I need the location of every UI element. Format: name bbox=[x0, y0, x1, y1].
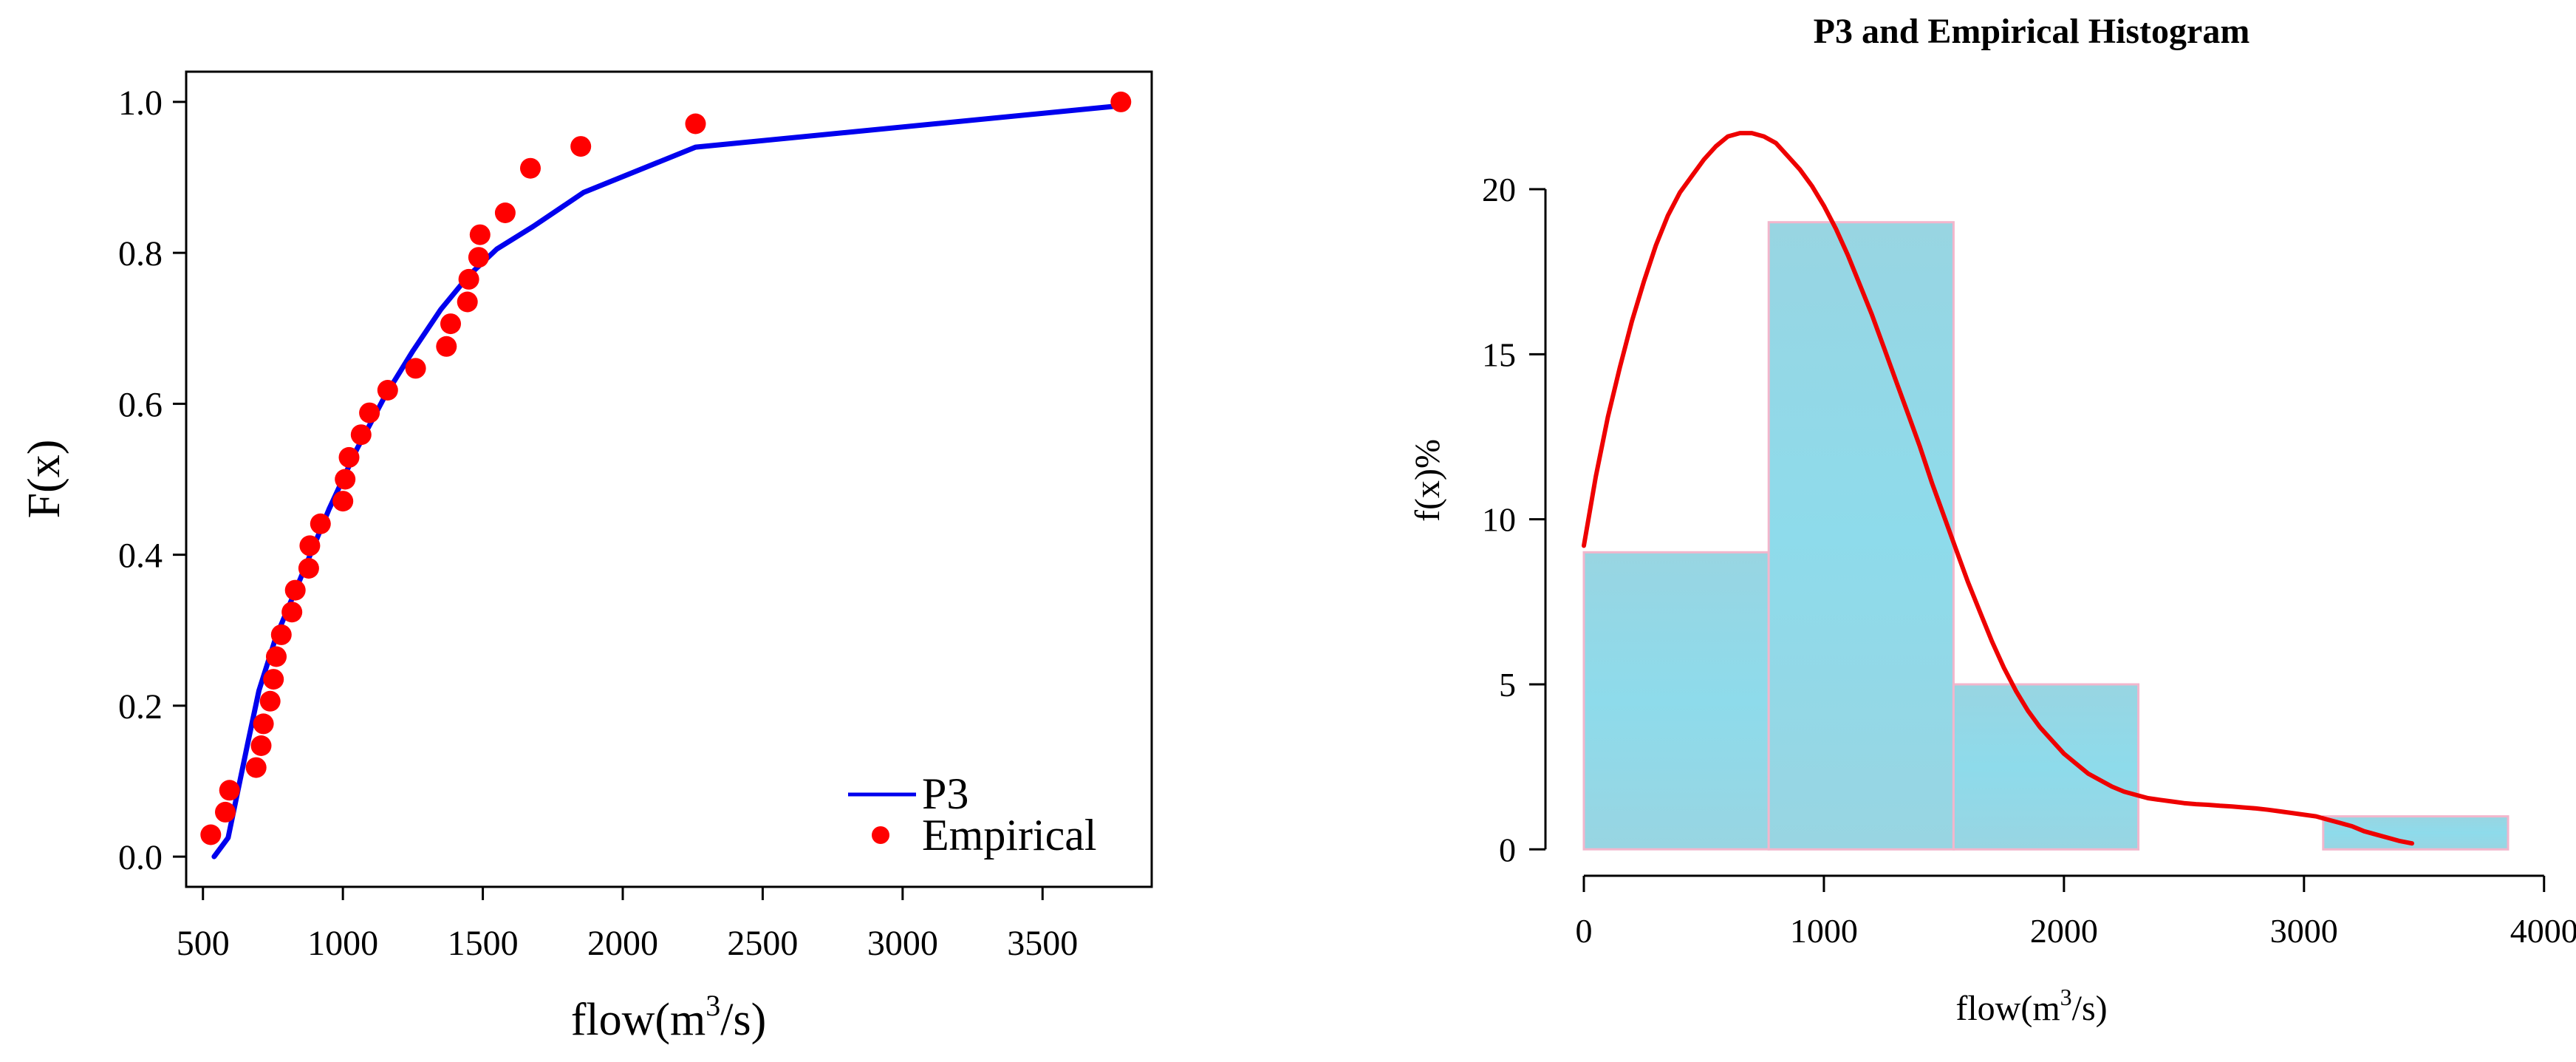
histogram-ytick-label: 0 bbox=[1499, 831, 1516, 868]
histogram-x-axis-label: flow(m3/s) bbox=[1955, 984, 2107, 1028]
cdf-ytick-label: 0.6 bbox=[118, 385, 163, 424]
cdf-empirical-point bbox=[299, 535, 321, 556]
cdf-x-axis-label: flow(m3/s) bbox=[571, 989, 767, 1045]
cdf-empirical-point bbox=[253, 713, 274, 735]
cdf-empirical-point bbox=[266, 646, 287, 667]
cdf-ytick-label: 0.8 bbox=[118, 234, 163, 273]
cdf-empirical-point bbox=[259, 690, 281, 712]
cdf-empirical-point bbox=[520, 157, 541, 179]
cdf-empirical-point bbox=[440, 313, 461, 335]
histogram-xtick-label: 1000 bbox=[1790, 912, 1858, 950]
cdf-empirical-point bbox=[338, 446, 360, 468]
histogram-title: P3 and Empirical Histogram bbox=[1814, 12, 2250, 51]
cdf-x-label-base: flow(m bbox=[571, 995, 706, 1045]
legend-p3-label: P3 bbox=[922, 769, 968, 818]
cdf-xtick-marks bbox=[202, 887, 1044, 900]
cdf-ytick-label: 0.2 bbox=[118, 687, 163, 726]
cdf-empirical-point bbox=[457, 291, 478, 313]
cdf-plot-frame bbox=[185, 70, 1153, 888]
histogram-chart: P3 and Empirical Histogram 0 5 10 15 20 0 100… bbox=[1408, 12, 2576, 1028]
cdf-xtick-label: 2500 bbox=[727, 924, 798, 963]
histogram-ytick-labels: 0 5 10 15 20 bbox=[1482, 171, 1516, 868]
legend-empirical-label: Empirical bbox=[922, 811, 1097, 860]
cdf-empirical-point bbox=[270, 624, 292, 645]
cdf-xtick-label: 1000 bbox=[307, 924, 378, 963]
histogram-x-label-base: flow(m bbox=[1955, 989, 2060, 1028]
histogram-ytick-label: 20 bbox=[1482, 171, 1516, 208]
cdf-empirical-point bbox=[458, 268, 479, 290]
cdf-empirical-point bbox=[350, 424, 372, 446]
cdf-empirical-point bbox=[335, 469, 356, 490]
cdf-empirical-point bbox=[245, 757, 267, 778]
cdf-empirical-point bbox=[468, 247, 489, 268]
cdf-empirical-point bbox=[263, 669, 284, 690]
histogram-ytick-label: 15 bbox=[1482, 336, 1516, 373]
cdf-empirical-point bbox=[685, 113, 706, 135]
cdf-empirical-point bbox=[200, 824, 222, 845]
cdf-empirical-point bbox=[250, 735, 272, 756]
histogram-bars bbox=[1582, 221, 2510, 851]
cdf-ytick-marks bbox=[173, 101, 186, 858]
histogram-bar bbox=[1582, 551, 1770, 851]
cdf-legend: P3 Empirical bbox=[848, 769, 1097, 860]
cdf-empirical-points bbox=[200, 91, 1132, 845]
cdf-empirical-point bbox=[494, 202, 516, 223]
cdf-xtick-label: 2000 bbox=[587, 924, 658, 963]
histogram-bar bbox=[1952, 683, 2140, 851]
cdf-empirical-point bbox=[310, 513, 331, 534]
histogram-xtick-label: 3000 bbox=[2270, 912, 2338, 950]
cdf-chart: 0.00.20.40.60.81.0 500 1000 1500 2000 2500 30… bbox=[19, 70, 1153, 1045]
histogram-xtick-labels: 0 1000 2000 3000 4000 bbox=[1575, 912, 2576, 950]
histogram-y-axis-label: f(x)% bbox=[1408, 439, 1447, 522]
cdf-ytick-label: 0.4 bbox=[118, 537, 163, 576]
histogram-xtick-label: 2000 bbox=[2030, 912, 2098, 950]
cdf-xtick-label: 3500 bbox=[1007, 924, 1078, 963]
legend-empirical-swatch bbox=[872, 826, 889, 844]
histogram-x-label-tail: /s) bbox=[2072, 989, 2108, 1028]
cdf-ytick-label: 1.0 bbox=[118, 84, 163, 123]
cdf-empirical-point bbox=[405, 358, 426, 379]
cdf-empirical-point bbox=[570, 136, 592, 157]
cdf-empirical-point bbox=[436, 336, 457, 357]
histogram-ytick-label: 5 bbox=[1499, 666, 1516, 704]
cdf-empirical-point bbox=[298, 558, 319, 579]
histogram-x-label-sup: 3 bbox=[2060, 984, 2072, 1010]
histogram-p3-density-curve bbox=[1582, 131, 2414, 846]
cdf-ytick-label: 0.0 bbox=[118, 838, 163, 877]
cdf-x-label-tail: /s) bbox=[720, 995, 766, 1045]
cdf-empirical-point bbox=[469, 224, 491, 245]
cdf-x-label-sup: 3 bbox=[706, 989, 720, 1022]
histogram-xtick-label: 4000 bbox=[2510, 912, 2576, 950]
cdf-empirical-point bbox=[332, 491, 354, 512]
cdf-xtick-label: 3000 bbox=[867, 924, 938, 963]
cdf-ytick-labels: 0.0 0.2 0.4 0.6 0.8 1.0 bbox=[118, 84, 163, 877]
cdf-xtick-labels: 500 1000 1500 2000 2500 3000 3500 bbox=[177, 924, 1079, 963]
cdf-empirical-point bbox=[215, 801, 236, 823]
cdf-empirical-point bbox=[281, 602, 303, 623]
histogram-ytick-marks bbox=[1529, 188, 1545, 851]
cdf-xtick-label: 500 bbox=[177, 924, 230, 963]
histogram-xtick-marks bbox=[1582, 876, 2546, 892]
histogram-ytick-label: 10 bbox=[1482, 501, 1516, 539]
cdf-empirical-point bbox=[359, 402, 380, 423]
cdf-empirical-point bbox=[219, 780, 240, 801]
histogram-xtick-label: 0 bbox=[1575, 912, 1592, 950]
cdf-empirical-point bbox=[284, 579, 306, 601]
cdf-empirical-point bbox=[377, 380, 398, 401]
histogram-bar bbox=[1767, 221, 1955, 851]
histogram-bar bbox=[2322, 815, 2510, 851]
cdf-empirical-point bbox=[1110, 91, 1132, 112]
cdf-y-axis-label: F(x) bbox=[19, 440, 69, 519]
cdf-xtick-label: 1500 bbox=[448, 924, 519, 963]
